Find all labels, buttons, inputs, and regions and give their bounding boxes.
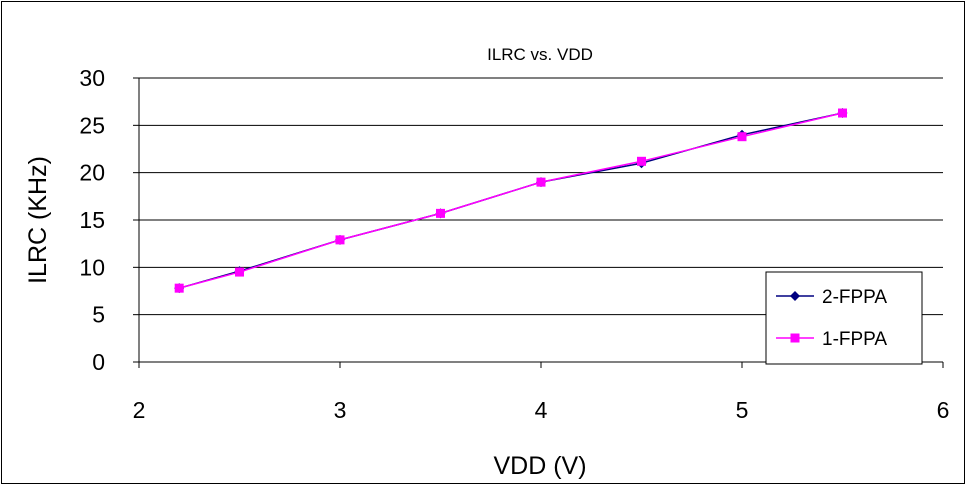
x-tick-label: 3 — [334, 397, 347, 423]
data-point — [737, 132, 747, 142]
x-tick-label: 2 — [133, 397, 146, 423]
chart-title: ILRC vs. VDD — [487, 45, 593, 64]
legend-box — [765, 271, 923, 365]
data-point — [790, 333, 800, 343]
y-tick-label: 20 — [79, 160, 105, 186]
data-point — [838, 108, 847, 118]
y-tick-label: 0 — [92, 349, 105, 375]
y-axis-label: ILRC (KHz) — [24, 156, 52, 284]
data-point — [335, 235, 345, 245]
legend-label: 2-FPPA — [822, 287, 887, 308]
series-layer — [174, 108, 848, 294]
x-tick-label: 5 — [736, 397, 749, 423]
y-tick-label: 25 — [79, 112, 105, 138]
legend: 2-FPPA 1-FPPA — [765, 271, 923, 365]
data-point — [790, 291, 800, 301]
legend-item: 1-FPPA — [776, 329, 887, 350]
y-axis-ticks: 0 5 10 15 20 25 30 — [79, 65, 139, 375]
data-point — [174, 283, 184, 293]
y-tick-label: 15 — [79, 207, 105, 233]
data-point — [536, 177, 546, 187]
y-tick-label: 10 — [79, 254, 105, 280]
x-tick-label: 4 — [535, 397, 548, 423]
series-line — [179, 112, 843, 289]
data-point — [637, 156, 646, 166]
legend-item: 2-FPPA — [776, 287, 887, 308]
legend-label: 1-FPPA — [822, 329, 887, 350]
x-tick-label: 6 — [937, 397, 950, 423]
y-tick-label: 30 — [79, 65, 105, 91]
data-point — [235, 267, 244, 277]
series-1-fppa — [174, 108, 847, 293]
y-tick-label: 5 — [92, 302, 105, 328]
data-point — [436, 208, 445, 218]
x-axis-label: VDD (V) — [493, 452, 586, 480]
x-axis-ticks: 2 3 4 5 6 — [133, 362, 950, 423]
